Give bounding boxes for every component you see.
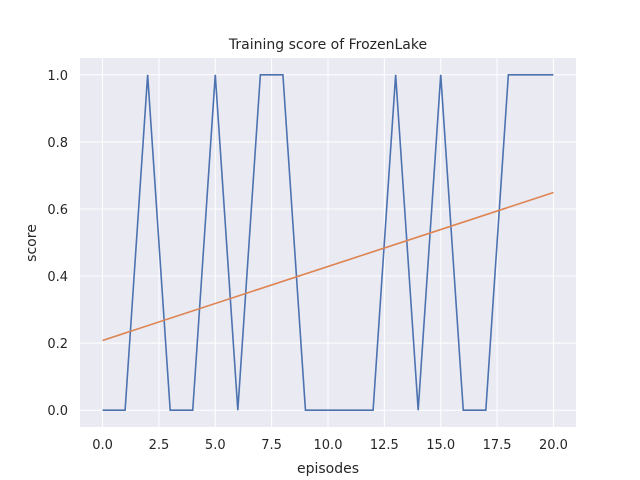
- x-axis-ticks: 0.0 2.5 5.0 7.5 10.0 12.5 15.0 17.5 20.0: [92, 438, 568, 453]
- y-axis-label: score: [24, 224, 40, 262]
- x-tick-label: 17.5: [483, 438, 512, 453]
- y-tick-label: 0.8: [47, 136, 68, 151]
- y-tick-label: 0.4: [47, 270, 68, 285]
- score-series-line: [102, 73, 554, 412]
- y-tick-label: 0.6: [47, 203, 68, 218]
- x-axis-label: episodes: [297, 461, 359, 477]
- y-tick-label: 1.0: [47, 69, 68, 84]
- chart-title: Training score of FrozenLake: [228, 37, 427, 53]
- x-tick-label: 5.0: [205, 438, 226, 453]
- x-tick-label: 10.0: [314, 438, 343, 453]
- trend-series-line: [102, 191, 554, 342]
- x-tick-label: 20.0: [539, 438, 568, 453]
- y-tick-label: 0.2: [47, 337, 68, 352]
- y-axis-ticks: 0.0 0.2 0.4 0.6 0.8 1.0: [47, 69, 68, 419]
- x-tick-label: 7.5: [261, 438, 282, 453]
- x-tick-label: 12.5: [370, 438, 399, 453]
- x-tick-label: 0.0: [92, 438, 113, 453]
- y-tick-label: 0.0: [47, 404, 68, 419]
- x-tick-label: 2.5: [149, 438, 170, 453]
- x-tick-label: 15.0: [426, 438, 455, 453]
- series-layer: [102, 73, 554, 412]
